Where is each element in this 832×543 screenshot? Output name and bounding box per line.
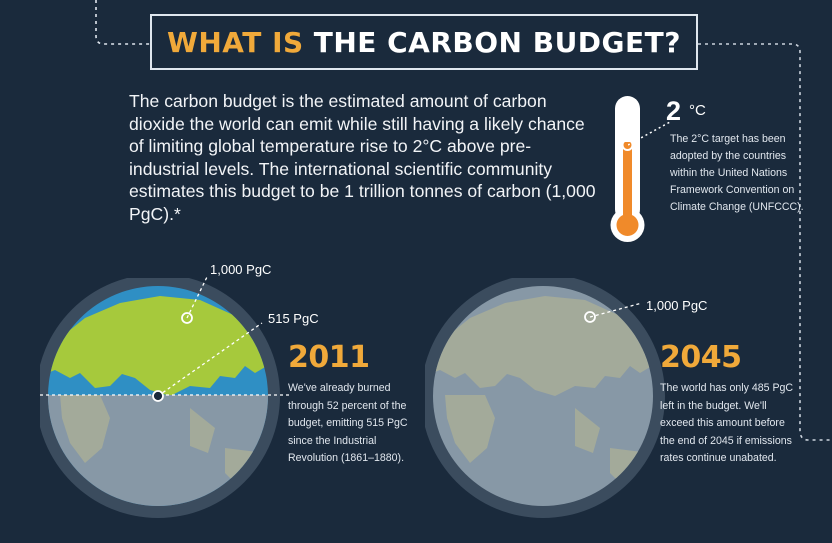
page-title: WHAT IS THE CARBON BUDGET?	[150, 14, 698, 70]
globe-2011	[40, 278, 290, 518]
intro-paragraph: The carbon budget is the estimated amoun…	[129, 91, 596, 224]
year-2011: 2011	[288, 340, 370, 375]
label-total-2045: 1,000 PgC	[646, 298, 708, 313]
label-total-2011: 1,000 PgC	[210, 262, 272, 277]
description-2011: We've already burned through 52 percent …	[288, 382, 408, 464]
target-note: The 2°C target has been adopted by the c…	[670, 133, 804, 213]
target-degrees-unit: °C	[689, 102, 706, 119]
year-2045: 2045	[660, 340, 742, 375]
target-degrees-value: 2	[666, 96, 682, 126]
title-part-what-is: WHAT IS	[166, 25, 304, 59]
label-emitted-2011: 515 PgC	[268, 311, 319, 326]
globe-2045	[425, 278, 665, 518]
description-2045: The world has only 485 PgC left in the b…	[660, 382, 794, 464]
thermometer-icon	[610, 96, 645, 242]
title-part-carbon-budget: THE CARBON BUDGET?	[313, 25, 682, 59]
